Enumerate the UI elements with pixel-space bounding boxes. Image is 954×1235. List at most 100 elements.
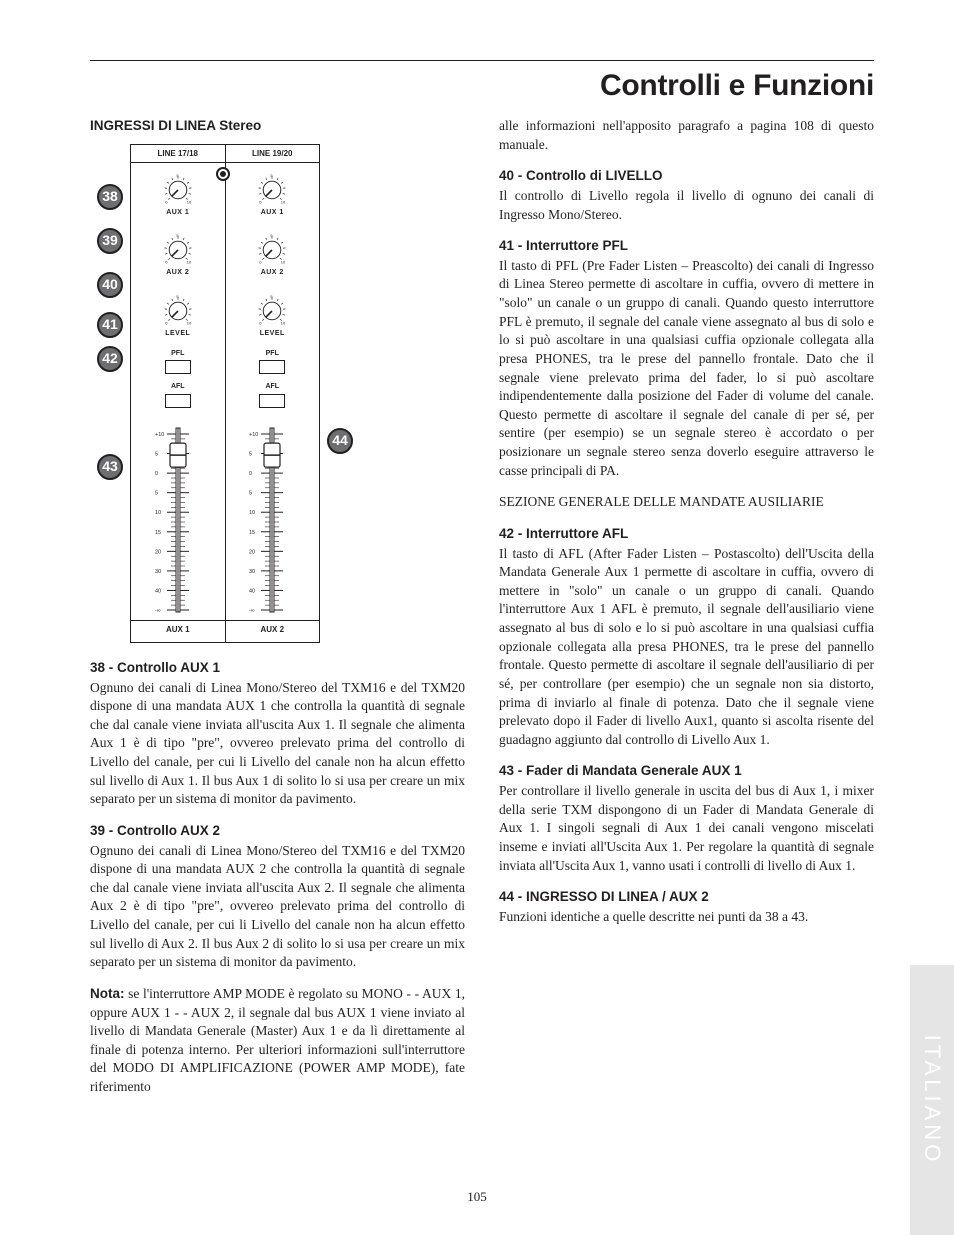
svg-text:0: 0	[249, 471, 252, 477]
paragraph-40: Il controllo di Livello regola il livell…	[499, 187, 874, 224]
heading-38: 38 - Controllo AUX 1	[90, 659, 465, 678]
svg-text:5: 5	[176, 174, 179, 178]
svg-text:40: 40	[249, 588, 255, 594]
button-label-pfl: PFL	[226, 349, 320, 359]
fader-aux1: +105051015203040-∞	[153, 420, 203, 620]
button-label-afl: AFL	[226, 382, 320, 392]
callout-badge-41: 41	[97, 312, 123, 338]
heading-40: 40 - Controllo di LIVELLO	[499, 167, 874, 186]
callout-badge-42: 42	[97, 346, 123, 372]
svg-text:5: 5	[176, 295, 179, 299]
knob-aux-2: 0 5 10	[162, 234, 194, 266]
svg-text:-∞: -∞	[155, 608, 161, 614]
svg-text:5: 5	[155, 451, 158, 457]
svg-text:5: 5	[271, 174, 274, 178]
button-afl	[165, 394, 191, 408]
nota-text: se l'interruttore AMP MODE è regolato su…	[90, 986, 465, 1094]
channel-label-2: LINE 19/20	[226, 145, 320, 163]
svg-text:5: 5	[249, 491, 252, 497]
svg-text:5: 5	[271, 234, 274, 238]
svg-text:-∞: -∞	[249, 608, 255, 614]
content-columns: INGRESSI DI LINEA Stereo 38 39 40 41 42 …	[90, 117, 874, 1110]
svg-text:15: 15	[249, 530, 255, 536]
svg-text:0: 0	[165, 199, 168, 204]
knob-aux-2: 0 5 10	[256, 234, 288, 266]
left-column: INGRESSI DI LINEA Stereo 38 39 40 41 42 …	[90, 117, 465, 1110]
heading-41: 41 - Interruttore PFL	[499, 237, 874, 256]
knob-level: 0 5 10	[162, 295, 194, 327]
button-label-afl: AFL	[131, 382, 225, 392]
svg-text:10: 10	[187, 199, 192, 204]
knob-label: AUX 1	[131, 208, 225, 218]
nota-paragraph: Nota: se l'interruttore AMP MODE è regol…	[90, 985, 465, 1097]
heading-42: 42 - Interruttore AFL	[499, 525, 874, 544]
language-tab-label: ITALIANO	[919, 1035, 945, 1166]
continuation-paragraph: alle informazioni nell'apposito paragraf…	[499, 117, 874, 154]
diagram-title: INGRESSI DI LINEA Stereo	[90, 117, 465, 136]
knob-aux-1: 0 5 10	[162, 174, 194, 206]
language-tab: ITALIANO	[910, 965, 954, 1235]
channel-strip-diagram: 38 39 40 41 42 43 LINE 17/18 LINE	[90, 144, 465, 643]
button-label-pfl: PFL	[131, 349, 225, 359]
callout-badge-43: 43	[97, 454, 123, 480]
fader-label-aux1: AUX 1	[131, 620, 225, 638]
svg-text:0: 0	[259, 321, 262, 326]
paragraph-43: Per controllare il livello generale in u…	[499, 782, 874, 875]
knob-aux-1: 0 5 10	[256, 174, 288, 206]
knob-level: 0 5 10	[256, 295, 288, 327]
paragraph-44: Funzioni identiche a quelle descritte ne…	[499, 908, 874, 927]
svg-text:0: 0	[165, 260, 168, 265]
knob-label: AUX 2	[226, 268, 320, 278]
svg-text:0: 0	[165, 321, 168, 326]
heading-39: 39 - Controllo AUX 2	[90, 822, 465, 841]
svg-text:+10: +10	[249, 432, 258, 438]
svg-text:5: 5	[249, 451, 252, 457]
heading-44: 44 - INGRESSO DI LINEA / AUX 2	[499, 888, 874, 907]
nota-label: Nota:	[90, 986, 125, 1001]
svg-text:5: 5	[155, 491, 158, 497]
button-pfl	[259, 360, 285, 374]
svg-text:40: 40	[155, 588, 161, 594]
knob-label: AUX 1	[226, 208, 320, 218]
knob-label: LEVEL	[131, 329, 225, 339]
svg-text:0: 0	[259, 199, 262, 204]
svg-text:10: 10	[187, 260, 192, 265]
callout-badge-44: 44	[327, 428, 353, 454]
knob-label: AUX 2	[131, 268, 225, 278]
callout-column-left: 38 39 40 41 42 43	[90, 144, 130, 480]
top-rule	[90, 60, 874, 61]
svg-text:5: 5	[176, 234, 179, 238]
svg-text:20: 20	[155, 549, 161, 555]
svg-text:20: 20	[249, 549, 255, 555]
svg-text:10: 10	[187, 321, 192, 326]
channel-label-1: LINE 17/18	[131, 145, 225, 163]
screw-icon	[216, 167, 230, 181]
svg-text:5: 5	[271, 295, 274, 299]
svg-text:10: 10	[249, 510, 255, 516]
svg-text:0: 0	[259, 260, 262, 265]
callout-badge-39: 39	[97, 228, 123, 254]
svg-text:30: 30	[249, 569, 255, 575]
fader-label-aux2: AUX 2	[226, 620, 320, 638]
paragraph-42: Il tasto di AFL (After Fader Listen – Po…	[499, 545, 874, 750]
page-number: 105	[0, 1189, 954, 1205]
heading-43: 43 - Fader di Mandata Generale AUX 1	[499, 762, 874, 781]
section-heading-aux: SEZIONE GENERALE DELLE MANDATE AUSILIARI…	[499, 493, 874, 512]
right-column: alle informazioni nell'apposito paragraf…	[499, 117, 874, 1110]
channel-panel: LINE 17/18 LINE 19/20	[130, 144, 320, 643]
knob-label: LEVEL	[226, 329, 320, 339]
paragraph-41: Il tasto di PFL (Pre Fader Listen – Prea…	[499, 257, 874, 481]
paragraph-38: Ognuno dei canali di Linea Mono/Stereo d…	[90, 679, 465, 809]
callout-column-right: 44	[320, 144, 360, 454]
svg-text:10: 10	[281, 199, 286, 204]
button-pfl	[165, 360, 191, 374]
svg-text:15: 15	[155, 530, 161, 536]
svg-text:10: 10	[281, 260, 286, 265]
page-title: Controlli e Funzioni	[90, 69, 874, 103]
button-afl	[259, 394, 285, 408]
svg-text:0: 0	[155, 471, 158, 477]
callout-badge-40: 40	[97, 272, 123, 298]
fader-aux2: +10 5 0 5 10 15 20 30 40 -∞	[247, 420, 297, 620]
svg-text:10: 10	[155, 510, 161, 516]
svg-text:30: 30	[155, 569, 161, 575]
